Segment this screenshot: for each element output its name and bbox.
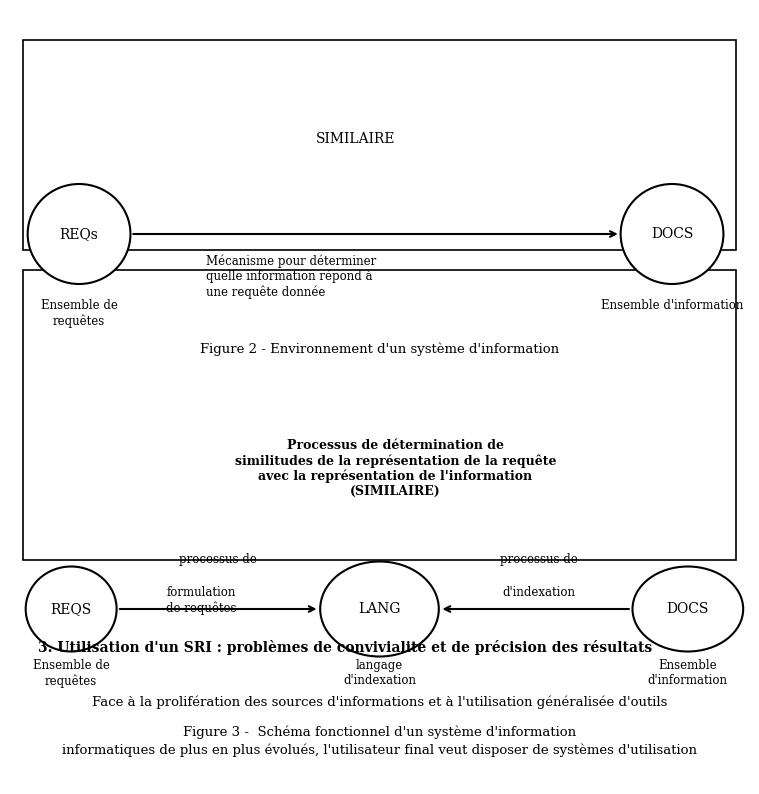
Text: Processus de détermination de
similitudes de la représentation de la requête
ave: Processus de détermination de similitude…	[235, 439, 556, 498]
Text: Face à la prolifération des sources d'informations et à l'utilisation généralisé: Face à la prolifération des sources d'in…	[92, 696, 667, 710]
Text: Mécanisme pour déterminer
quelle information répond à
une requête donnée: Mécanisme pour déterminer quelle informa…	[206, 254, 376, 299]
Text: formulation
de requêtes: formulation de requêtes	[166, 586, 237, 615]
Text: processus de: processus de	[179, 553, 257, 566]
Text: REQS: REQS	[51, 602, 92, 616]
Ellipse shape	[632, 566, 743, 652]
Text: Figure 3 -  Schéma fonctionnel d'un système d'information: Figure 3 - Schéma fonctionnel d'un systè…	[183, 725, 576, 738]
Text: DOCS: DOCS	[651, 227, 693, 241]
Text: Ensemble de
requêtes: Ensemble de requêtes	[41, 299, 118, 328]
Text: langage
d'indexation: langage d'indexation	[343, 659, 416, 687]
Text: Ensemble
d'information: Ensemble d'information	[648, 659, 728, 687]
Text: 3. Utilisation d'un SRI : problèmes de convivialité et de précision des résultat: 3. Utilisation d'un SRI : problèmes de c…	[38, 640, 652, 654]
Text: processus de: processus de	[500, 553, 578, 566]
Text: d'indexation: d'indexation	[502, 586, 576, 599]
Ellipse shape	[27, 184, 131, 284]
Text: Figure 2 - Environnement d'un système d'information: Figure 2 - Environnement d'un système d'…	[200, 342, 559, 356]
Text: REQs: REQs	[60, 227, 99, 241]
Bar	[23, 270, 736, 560]
Text: informatiques de plus en plus évolués, l'utilisateur final veut disposer de syst: informatiques de plus en plus évolués, l…	[62, 743, 697, 757]
Bar	[23, 40, 736, 250]
Text: LANG: LANG	[358, 602, 401, 616]
Ellipse shape	[621, 184, 723, 284]
Ellipse shape	[26, 566, 117, 652]
Text: SIMILAIRE: SIMILAIRE	[316, 132, 395, 146]
Text: Ensemble de
requêtes: Ensemble de requêtes	[33, 659, 109, 688]
Ellipse shape	[320, 561, 439, 657]
Text: DOCS: DOCS	[666, 602, 709, 616]
Text: Ensemble d'information: Ensemble d'information	[601, 299, 743, 312]
